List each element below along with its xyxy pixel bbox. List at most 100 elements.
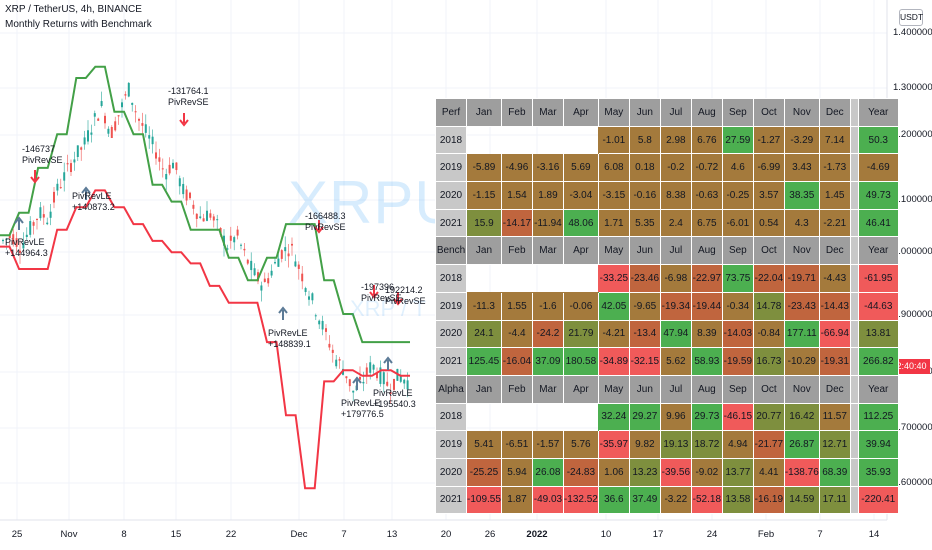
table-header-row: Alpha Jan Feb Mar Apr May Jun Jul Aug Sep Oct Nov De… (435, 374, 899, 404)
return-cell: -0.16 (628, 181, 661, 210)
candle-body (66, 163, 69, 165)
candle-body (141, 123, 144, 126)
candle-body (39, 207, 42, 219)
return-cell: 1.55 (500, 291, 533, 321)
candle-body (212, 216, 215, 221)
sell-arrow-head (30, 176, 40, 184)
return-cell: 3.57 (752, 181, 785, 210)
spacer-cell (849, 319, 859, 349)
stop-lines (0, 65, 410, 490)
trade-label-line: PivRevLE (268, 328, 308, 338)
month-header: Feb (500, 374, 533, 404)
symbol-title[interactable]: XRP / TetherUS, 4h, BINANCE (5, 4, 142, 15)
return-cell: -22.97 (690, 264, 723, 293)
return-cell: -25.25 (466, 457, 502, 487)
month-header: Jul (659, 236, 692, 266)
candle-body (97, 118, 100, 121)
month-header: Jul (659, 98, 692, 127)
candle-body (87, 130, 89, 142)
return-cell: 13.58 (721, 485, 754, 515)
candle-body (335, 359, 338, 367)
price-axis-label: 0.70000000 (893, 422, 932, 433)
return-cell: -0.25 (721, 181, 754, 210)
year-header: Year (857, 236, 899, 266)
return-cell: -1.6 (531, 291, 564, 321)
return-cell: -1.27 (752, 125, 785, 155)
time-axis-label: 10 (600, 529, 612, 540)
candle-body (216, 219, 219, 221)
time-axis-label: 17 (652, 529, 664, 540)
currency-badge[interactable]: USDT (899, 9, 923, 26)
return-cell: -21.77 (752, 430, 785, 459)
year-total-cell: 266.82 (857, 347, 899, 376)
candle-body (294, 261, 297, 267)
price-axis-label: 1.30000000 (893, 82, 932, 93)
candle-body (206, 210, 208, 221)
candle-body (192, 204, 195, 209)
return-cell: 1.54 (500, 181, 533, 210)
return-cell (563, 265, 598, 293)
month-header: May (597, 374, 630, 404)
trade-label-line: PivRevLE (373, 388, 413, 398)
month-header: Oct (752, 374, 785, 404)
month-header: Oct (752, 236, 785, 266)
spacer-cell (849, 374, 859, 404)
candle-body (25, 234, 28, 238)
return-cell: -4.4 (500, 319, 533, 349)
return-cell: 5.69 (562, 153, 599, 183)
spacer-cell (849, 264, 859, 293)
trade-label: PivRevLE +179776.5 (341, 398, 384, 420)
return-cell: -0.72 (690, 153, 723, 183)
price-axis-label: 1.40000000 (893, 27, 932, 38)
month-header: Mar (531, 236, 564, 266)
candle-body (100, 101, 103, 107)
return-cell: 11.57 (818, 402, 851, 432)
candle-body (127, 82, 130, 97)
table-row: 2021 125.45 -16.04 37.09 180.58 -34.89 -32.15 5… (435, 347, 899, 376)
time-axis-label: 7 (341, 529, 347, 540)
month-header: Nov (783, 98, 820, 127)
monthly-returns-table: Perf Jan Feb Mar Apr May Jun Jul Aug Sep Oct Nov Dec… (435, 98, 899, 515)
candle-body (399, 376, 402, 382)
table-row: 2020 -25.25 5.94 26.08 -24.83 1.06 13.23 -39.56… (435, 457, 899, 487)
return-cell: -23.43 (783, 291, 820, 321)
trade-label-line: -197396 (361, 282, 395, 292)
candle-body (263, 278, 266, 282)
return-cell: -1.73 (818, 153, 851, 183)
indicator-title[interactable]: Monthly Returns with Benchmark (5, 19, 152, 30)
time-axis-label: Dec (290, 529, 308, 540)
stop-line-0 (0, 65, 410, 344)
section-title: Alpha (435, 374, 467, 404)
year-cell: 2018 (435, 402, 467, 432)
candle-body (389, 392, 392, 395)
return-cell: 21.79 (562, 319, 599, 349)
return-cell: 47.94 (659, 319, 692, 349)
trade-label: -197396 PivRevSE (361, 282, 402, 304)
return-cell: -22.04 (752, 264, 785, 293)
return-cell: 29.27 (628, 402, 661, 432)
buy-arrow-head (14, 216, 24, 224)
trade-label-line: PivRevSE (168, 97, 209, 107)
candle-body (311, 293, 314, 301)
return-cell: 5.35 (628, 208, 661, 238)
return-cell: -1.15 (466, 181, 502, 210)
candle-body (406, 380, 409, 390)
return-cell: 5.94 (500, 457, 533, 487)
trade-label-line: +195540.3 (373, 399, 416, 409)
year-total-cell: 13.81 (857, 319, 899, 349)
candle-body (250, 260, 253, 271)
return-cell (563, 126, 598, 154)
return-cell: 4.94 (721, 430, 754, 459)
return-cell: 5.41 (466, 430, 502, 459)
return-cell: 2.98 (659, 125, 692, 155)
candle-body (124, 94, 127, 96)
candle-body (280, 250, 283, 259)
candle-body (328, 343, 331, 348)
month-header: Mar (531, 98, 564, 127)
time-axis-label: 25 (11, 529, 23, 540)
candle-body (161, 168, 164, 170)
return-cell: -9.65 (628, 291, 661, 321)
spacer-cell (849, 347, 859, 376)
buy-arrow-head (352, 376, 362, 384)
candle-body (22, 242, 25, 249)
